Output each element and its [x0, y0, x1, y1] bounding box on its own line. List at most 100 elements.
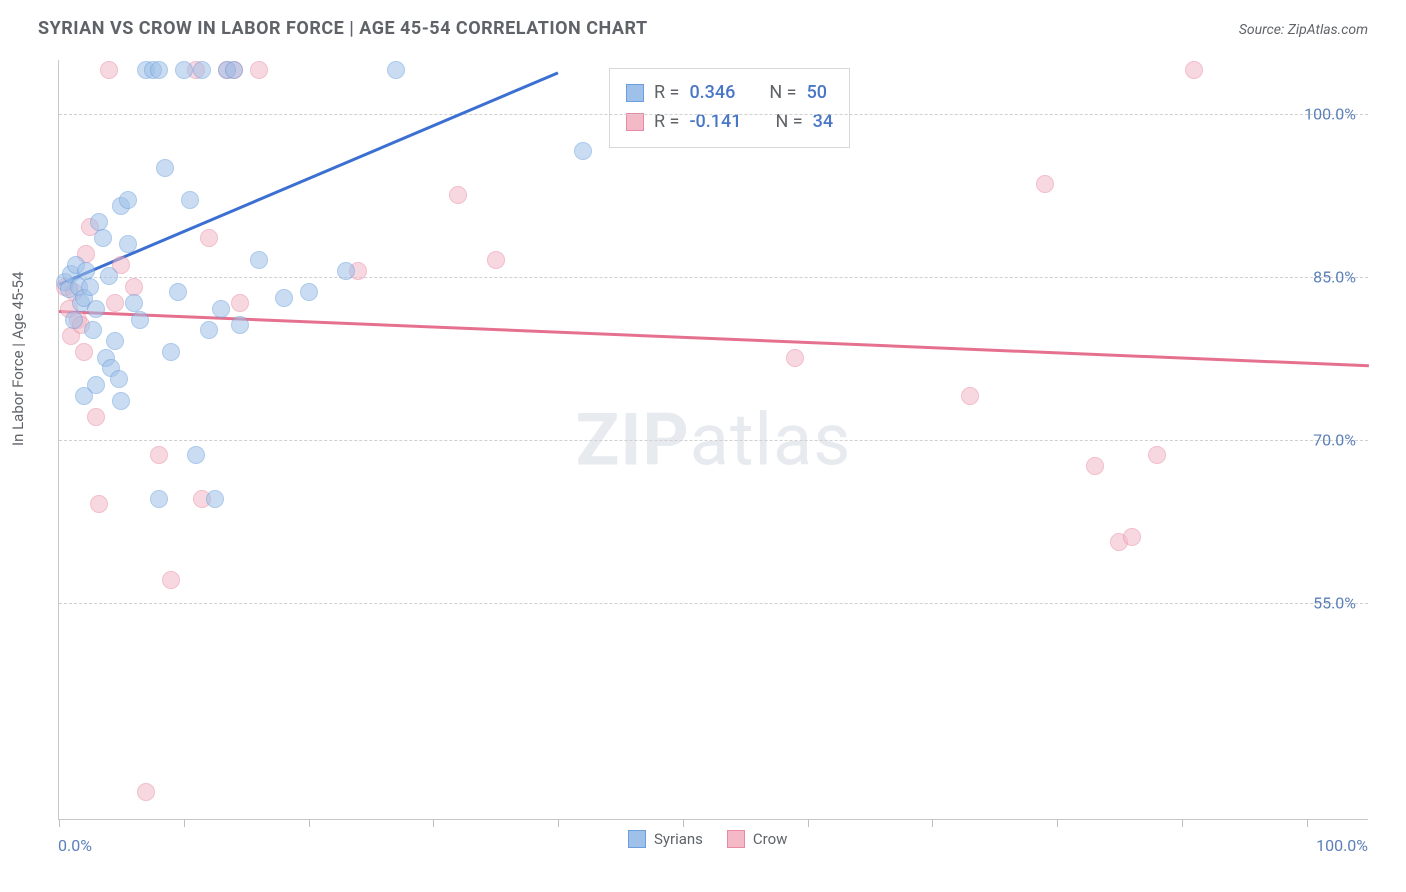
- r-value-syrians: 0.346: [689, 79, 735, 108]
- data-point-syrians: [225, 61, 243, 79]
- x-tick: [184, 819, 185, 827]
- r-value-crow: -0.141: [689, 108, 741, 137]
- data-point-crow: [1148, 446, 1166, 464]
- data-point-syrians: [156, 159, 174, 177]
- data-point-syrians: [162, 343, 180, 361]
- data-point-syrians: [90, 213, 108, 231]
- x-tick: [932, 819, 933, 827]
- data-point-syrians: [175, 61, 193, 79]
- r-label: R =: [654, 79, 679, 108]
- x-axis-min-label: 0.0%: [58, 836, 92, 855]
- data-point-syrians: [574, 142, 592, 160]
- stats-row-syrians: R = 0.346 N = 50: [626, 79, 833, 108]
- n-value-syrians: 50: [807, 79, 827, 108]
- data-point-crow: [75, 343, 93, 361]
- data-point-crow: [150, 446, 168, 464]
- legend-item-crow: Crow: [727, 830, 788, 848]
- gridline: [59, 440, 1368, 441]
- x-tick: [309, 819, 310, 827]
- data-point-syrians: [150, 490, 168, 508]
- n-label: N =: [775, 108, 802, 137]
- data-point-crow: [200, 229, 218, 247]
- data-point-syrians: [87, 300, 105, 318]
- data-point-syrians: [112, 392, 130, 410]
- r-label: R =: [654, 108, 679, 137]
- crow-swatch-icon: [727, 830, 745, 848]
- data-point-crow: [100, 61, 118, 79]
- gridline: [59, 277, 1368, 278]
- data-point-syrians: [231, 316, 249, 334]
- chart-container: SYRIAN VS CROW IN LABOR FORCE | AGE 45-5…: [0, 0, 1406, 892]
- data-point-syrians: [81, 278, 99, 296]
- data-point-crow: [786, 349, 804, 367]
- chart-title: SYRIAN VS CROW IN LABOR FORCE | AGE 45-5…: [38, 18, 648, 39]
- data-point-syrians: [200, 321, 218, 339]
- legend: Syrians Crow: [628, 830, 787, 848]
- data-point-syrians: [181, 191, 199, 209]
- data-point-crow: [162, 571, 180, 589]
- data-point-syrians: [75, 387, 93, 405]
- data-point-syrians: [77, 262, 95, 280]
- data-point-syrians: [206, 490, 224, 508]
- source-label: Source: ZipAtlas.com: [1239, 22, 1368, 38]
- data-point-crow: [125, 278, 143, 296]
- x-tick: [808, 819, 809, 827]
- x-tick: [683, 819, 684, 827]
- data-point-syrians: [387, 61, 405, 79]
- plot-area: ZIPatlas R = 0.346 N = 50 R = -0.141 N =…: [58, 60, 1368, 820]
- data-point-crow: [231, 294, 249, 312]
- data-point-crow: [90, 495, 108, 513]
- syrians-swatch-icon: [628, 830, 646, 848]
- y-axis-title: In Labor Force | Age 45-54: [9, 272, 27, 446]
- stats-row-crow: R = -0.141 N = 34: [626, 108, 833, 137]
- y-tick-label: 85.0%: [1313, 268, 1356, 287]
- legend-label-syrians: Syrians: [654, 830, 703, 848]
- data-point-syrians: [106, 332, 124, 350]
- data-point-crow: [487, 251, 505, 269]
- gridline: [59, 114, 1368, 115]
- data-point-syrians: [131, 311, 149, 329]
- legend-item-syrians: Syrians: [628, 830, 703, 848]
- data-point-crow: [1185, 61, 1203, 79]
- x-axis-max-label: 100.0%: [1316, 836, 1368, 855]
- data-point-syrians: [300, 283, 318, 301]
- syrians-swatch-icon: [626, 84, 644, 102]
- data-point-syrians: [65, 311, 83, 329]
- chart-header: SYRIAN VS CROW IN LABOR FORCE | AGE 45-5…: [38, 18, 1368, 39]
- data-point-syrians: [100, 267, 118, 285]
- correlation-stats-box: R = 0.346 N = 50 R = -0.141 N = 34: [609, 68, 850, 148]
- x-tick: [1307, 819, 1308, 827]
- crow-swatch-icon: [626, 113, 644, 131]
- data-point-syrians: [110, 370, 128, 388]
- data-point-crow: [1036, 175, 1054, 193]
- data-point-syrians: [169, 283, 187, 301]
- data-point-crow: [250, 61, 268, 79]
- x-tick: [1182, 819, 1183, 827]
- data-point-syrians: [187, 446, 205, 464]
- n-value-crow: 34: [813, 108, 833, 137]
- n-label: N =: [769, 79, 796, 108]
- legend-label-crow: Crow: [753, 830, 788, 848]
- data-point-crow: [87, 408, 105, 426]
- data-point-crow: [106, 294, 124, 312]
- data-point-syrians: [275, 289, 293, 307]
- x-tick: [1057, 819, 1058, 827]
- x-tick: [433, 819, 434, 827]
- y-tick-label: 55.0%: [1313, 593, 1356, 612]
- y-tick-label: 100.0%: [1304, 105, 1356, 124]
- data-point-syrians: [119, 191, 137, 209]
- y-tick-label: 70.0%: [1313, 431, 1356, 450]
- data-point-crow: [961, 387, 979, 405]
- data-point-crow: [137, 783, 155, 801]
- data-point-syrians: [84, 321, 102, 339]
- data-point-syrians: [193, 61, 211, 79]
- x-tick: [558, 819, 559, 827]
- data-point-crow: [1086, 457, 1104, 475]
- data-point-crow: [449, 186, 467, 204]
- data-point-syrians: [212, 300, 230, 318]
- x-tick: [59, 819, 60, 827]
- data-point-syrians: [337, 262, 355, 280]
- data-point-syrians: [150, 61, 168, 79]
- gridline: [59, 603, 1368, 604]
- data-point-syrians: [250, 251, 268, 269]
